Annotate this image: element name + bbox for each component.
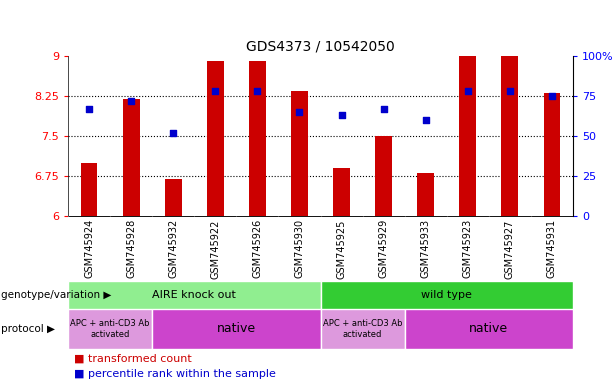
Point (337, 112, 346, 118)
Text: GSM745927: GSM745927 (505, 219, 515, 279)
Title: GDS4373 / 10542050: GDS4373 / 10542050 (246, 40, 395, 53)
Bar (459, 56, 476, 216)
Text: GSM745931: GSM745931 (547, 219, 557, 278)
Bar (375, 136, 392, 216)
Point (379, 106, 389, 112)
Text: native: native (470, 323, 508, 336)
Bar (123, 99, 140, 216)
Text: AIRE knock out: AIRE knock out (152, 290, 236, 300)
Text: wild type: wild type (421, 290, 472, 300)
Bar (405, 309, 573, 349)
Bar (207, 61, 224, 216)
Text: ■ percentile rank within the sample: ■ percentile rank within the sample (74, 369, 276, 379)
Text: genotype/variation ▶: genotype/variation ▶ (1, 290, 112, 300)
Bar (165, 179, 181, 216)
Bar (321, 281, 573, 309)
Bar (81, 163, 97, 216)
Bar (68, 309, 152, 349)
Bar (152, 309, 321, 349)
Bar (321, 309, 405, 349)
Text: protocol ▶: protocol ▶ (1, 324, 55, 334)
Text: GSM745926: GSM745926 (253, 219, 262, 278)
Text: native: native (217, 323, 256, 336)
Point (463, 88, 473, 94)
Point (169, 130, 178, 136)
Text: GSM745928: GSM745928 (126, 219, 136, 278)
Bar (68, 281, 321, 309)
Text: GSM745930: GSM745930 (294, 219, 305, 278)
Point (295, 109, 305, 115)
Text: GSM745932: GSM745932 (168, 219, 178, 278)
Text: GSM745923: GSM745923 (463, 219, 473, 278)
Point (210, 88, 220, 94)
Text: APC + anti-CD3 Ab
activated: APC + anti-CD3 Ab activated (323, 319, 402, 339)
Text: APC + anti-CD3 Ab
activated: APC + anti-CD3 Ab activated (70, 319, 150, 339)
Text: GSM745925: GSM745925 (337, 219, 346, 279)
Bar (249, 61, 266, 216)
Point (505, 88, 515, 94)
Text: GSM745933: GSM745933 (421, 219, 431, 278)
Point (126, 98, 136, 104)
Point (253, 88, 262, 94)
Text: GSM745929: GSM745929 (379, 219, 389, 278)
Text: GSM745924: GSM745924 (84, 219, 94, 278)
Point (421, 117, 430, 123)
Bar (501, 56, 519, 216)
Bar (417, 173, 434, 216)
Point (547, 93, 557, 99)
Bar (544, 93, 560, 216)
Point (84, 106, 94, 112)
Text: GSM745922: GSM745922 (210, 219, 220, 279)
Bar (333, 168, 350, 216)
Text: ■ transformed count: ■ transformed count (74, 354, 192, 364)
Bar (291, 91, 308, 216)
